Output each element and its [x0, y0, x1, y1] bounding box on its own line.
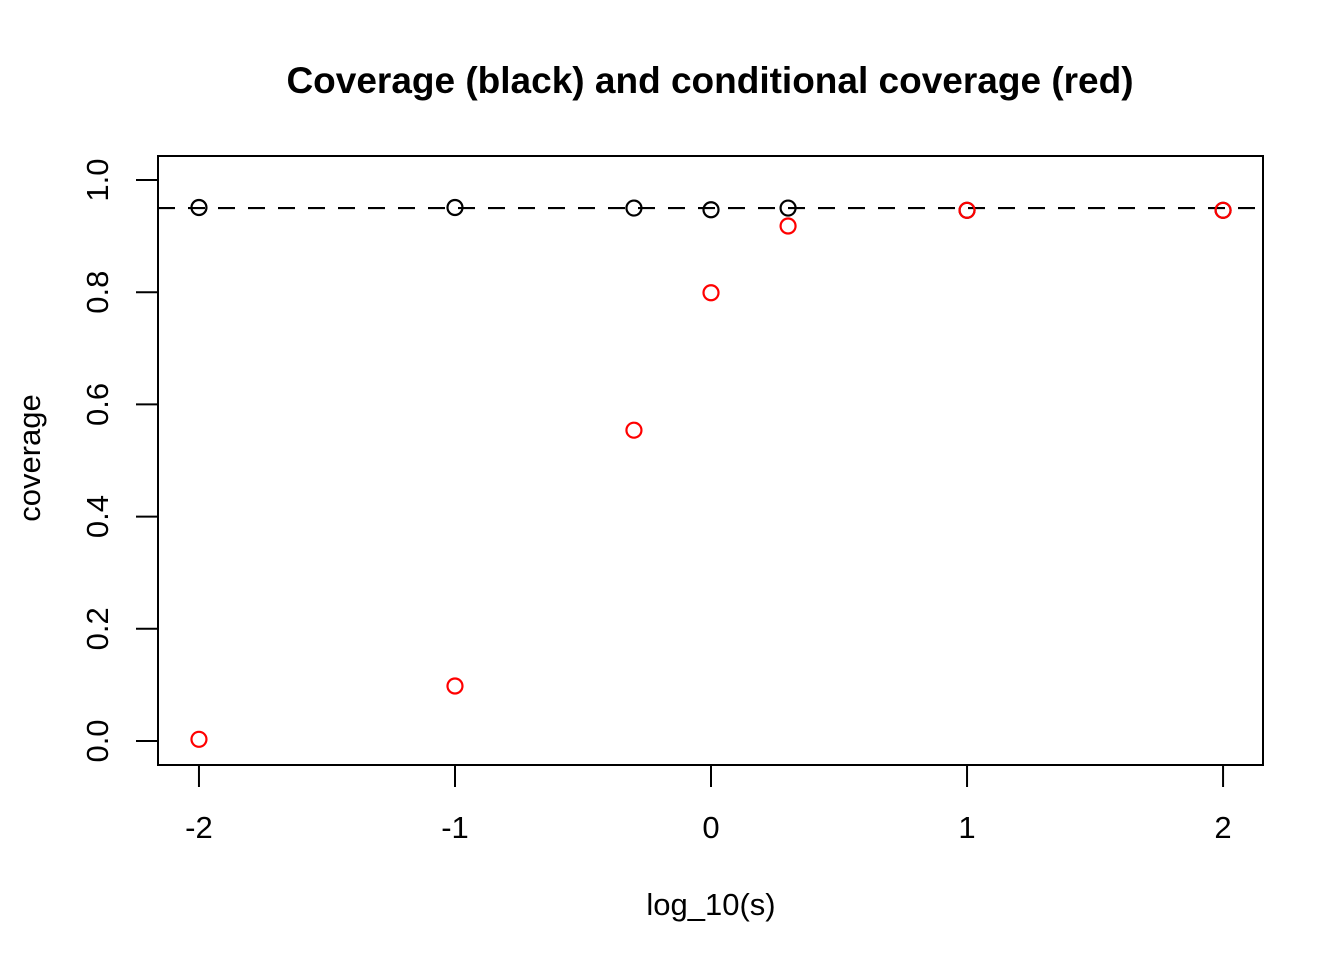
x-axis-title: log_10(s): [646, 887, 775, 922]
chart-title: Coverage (black) and conditional coverag…: [286, 60, 1133, 101]
y-axis-tick-label: 1.0: [80, 158, 115, 201]
data-point-conditional-coverage: [958, 201, 976, 219]
data-point-coverage: [779, 199, 797, 217]
x-axis-tick-label: 1: [958, 810, 975, 845]
data-point-conditional-coverage: [190, 730, 208, 748]
x-axis-tick-label: 0: [702, 810, 719, 845]
y-axis-tick-label: 0.8: [80, 271, 115, 314]
data-point-coverage: [190, 198, 208, 217]
data-point-conditional-coverage: [1214, 201, 1232, 219]
data-point-conditional-coverage: [779, 217, 797, 235]
x-axis-tick-label: 2: [1214, 810, 1231, 845]
y-axis-title: coverage: [12, 394, 47, 522]
plot-box: [157, 155, 1264, 766]
data-point-coverage: [625, 199, 643, 217]
data-point-coverage: [446, 198, 464, 217]
data-point-conditional-coverage: [446, 677, 464, 695]
x-axis-tick-label: -2: [185, 810, 213, 845]
data-point-conditional-coverage: [625, 421, 643, 439]
y-axis-tick-label: 0.6: [80, 383, 115, 426]
data-point-coverage: [702, 201, 720, 219]
y-axis-tick-label: 0.2: [80, 607, 115, 650]
y-axis-tick-label: 0.4: [80, 495, 115, 538]
y-axis-tick-label: 0.0: [80, 719, 115, 762]
data-point-conditional-coverage: [702, 284, 720, 302]
x-axis-tick-label: -1: [441, 810, 469, 845]
plot-dynamic-layer: -2 -1 0 1 2 0.0 0.2 0.4 0.6 0.8 1.0: [80, 158, 1263, 845]
